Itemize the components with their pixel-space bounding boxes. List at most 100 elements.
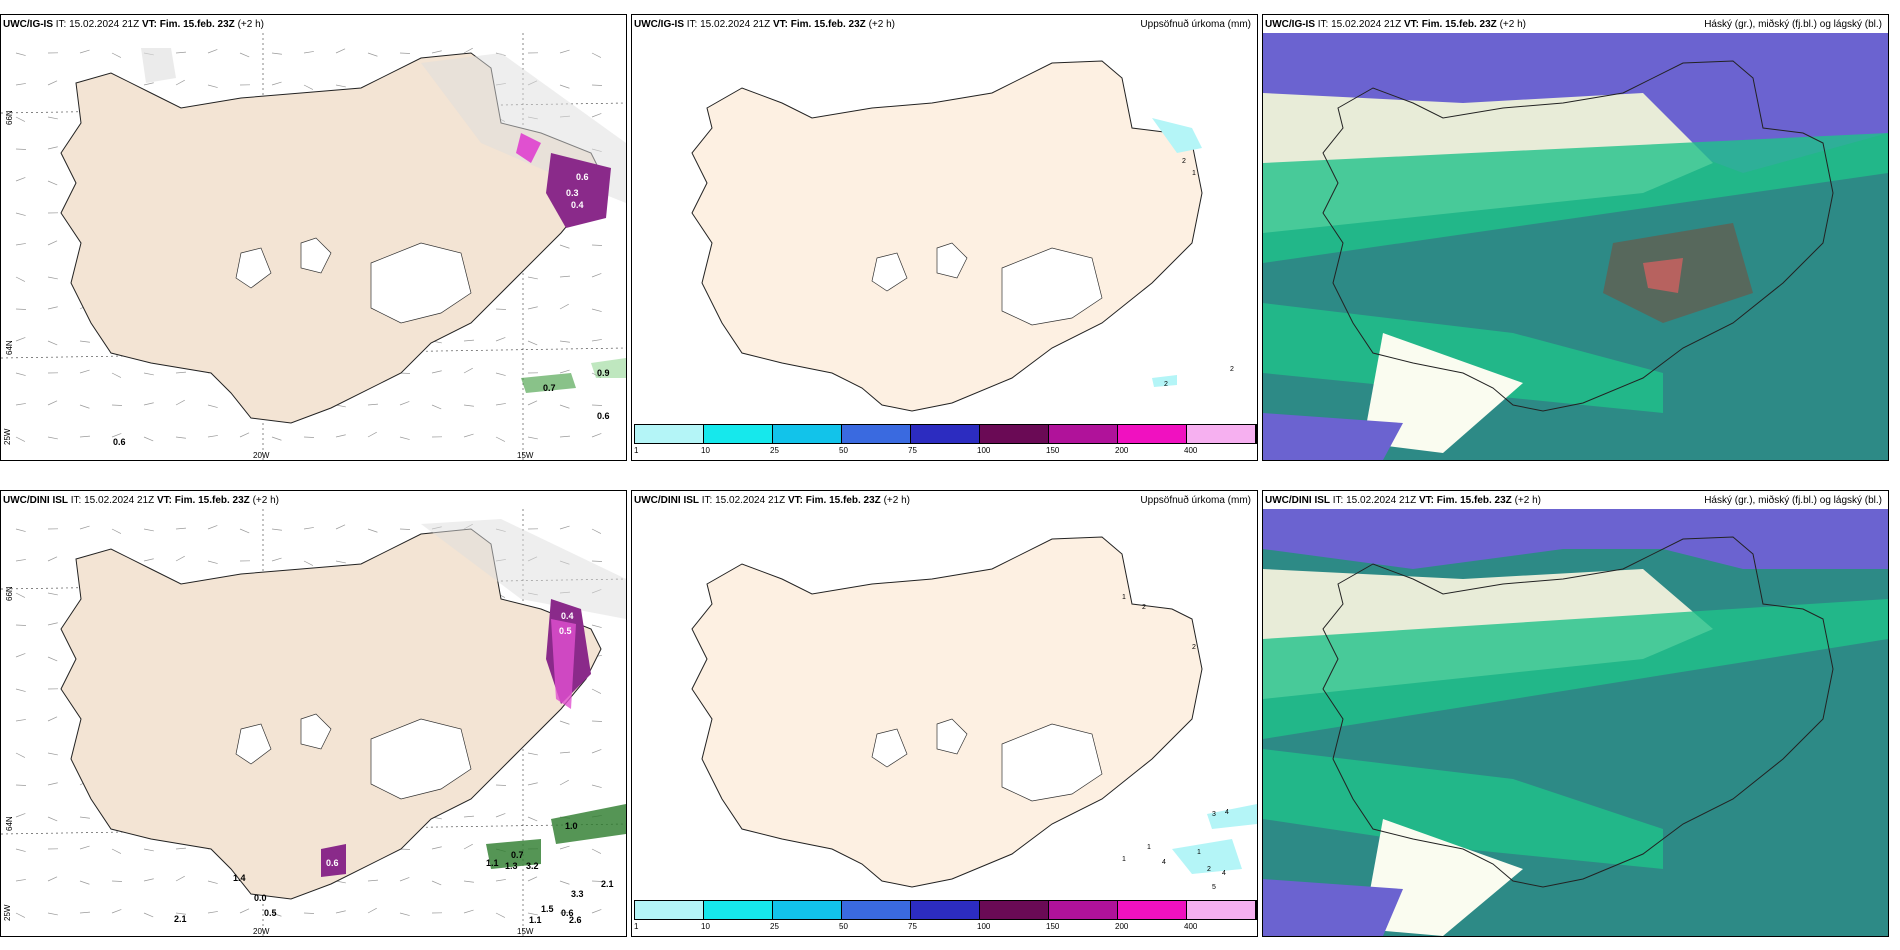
wind-barb <box>15 116 26 122</box>
wind-barb <box>143 878 154 882</box>
svg-text:2.1: 2.1 <box>601 879 614 889</box>
wind-barb <box>559 404 570 409</box>
wind-barb <box>527 306 538 310</box>
wind-barb <box>431 846 442 850</box>
wind-barb <box>15 83 26 86</box>
wind-barb <box>591 273 602 278</box>
wind-barb <box>559 779 569 786</box>
wind-barb <box>175 875 185 882</box>
panel-header: UWC/DINI ISL IT: 15.02.2024 21Z VT: Fim.… <box>634 495 910 506</box>
wind-barb <box>15 784 27 786</box>
wind-barb <box>175 847 186 850</box>
wind-barb <box>559 751 570 754</box>
svg-text:3.2: 3.2 <box>526 861 539 871</box>
lon-label-20w: 20W <box>253 927 270 936</box>
lon-label-15w: 15W <box>517 927 534 936</box>
iceland-landmass <box>1322 60 1834 412</box>
colorbar-segment <box>704 425 773 443</box>
panel-header: UWC/IG-IS IT: 15.02.2024 21Z VT: Fim. 15… <box>634 19 895 30</box>
wind-barb <box>111 433 122 438</box>
wind-barb <box>207 435 218 438</box>
svg-text:1: 1 <box>1122 594 1126 601</box>
wind-barb <box>591 560 603 562</box>
wind-barb <box>495 879 506 882</box>
wind-barb <box>399 52 411 54</box>
wind-barb <box>79 845 90 850</box>
wind-barb <box>207 911 218 914</box>
panel-title: Uppsöfnuð úrkoma (mm) <box>1140 495 1251 506</box>
wind-barb <box>591 749 602 754</box>
wind-barb <box>15 372 26 376</box>
wind-barb <box>527 782 538 786</box>
wind-barb <box>399 528 411 530</box>
wind-barb <box>559 720 570 725</box>
wind-barb <box>559 435 570 438</box>
wind-barb <box>559 49 570 54</box>
precip-label: 0.6 <box>576 172 589 182</box>
wind-barb <box>495 337 506 342</box>
precip-label: 0.6 <box>597 411 610 421</box>
wind-barb <box>15 813 26 818</box>
colorbar-segment <box>911 425 980 443</box>
wind-barb <box>175 436 186 439</box>
lon-label-15w: 15W <box>517 451 534 460</box>
iceland-landmass <box>691 60 1203 412</box>
wind-barb <box>591 113 602 118</box>
wind-barb <box>79 525 90 530</box>
wind-barb <box>591 433 602 438</box>
lon-label-20w: 20W <box>253 451 270 460</box>
wind-barb <box>495 784 507 786</box>
wind-barb <box>15 436 26 442</box>
svg-text:1.3: 1.3 <box>505 861 518 871</box>
colorbar-segment <box>980 425 1049 443</box>
wind-barb <box>239 908 250 914</box>
svg-text:1: 1 <box>1197 849 1201 856</box>
svg-text:1.4: 1.4 <box>233 873 246 883</box>
wind-barb <box>79 340 90 343</box>
wind-barb <box>591 848 602 854</box>
precip-value: 2 <box>1230 366 1234 373</box>
wind-barb <box>399 912 410 916</box>
wind-barb <box>111 528 122 534</box>
svg-text:4: 4 <box>1222 870 1226 877</box>
colorbar-segment <box>842 425 911 443</box>
wind-barb <box>15 148 27 150</box>
colorbar-segment <box>1118 425 1187 443</box>
wind-barb <box>111 52 122 58</box>
wind-barb <box>303 560 314 566</box>
svg-text:1.5: 1.5 <box>541 904 554 914</box>
wind-barb <box>143 528 154 532</box>
wind-barb <box>79 911 90 914</box>
lat-label-64n: 64N <box>5 816 14 831</box>
wind-barb <box>15 848 26 852</box>
wind-barb <box>591 688 602 694</box>
wind-barb <box>463 404 474 407</box>
wind-barb <box>335 524 346 530</box>
wind-barb <box>207 560 218 564</box>
wind-barb <box>47 782 58 786</box>
iceland-landmass <box>60 52 602 424</box>
wind-barb <box>47 716 58 722</box>
wind-barb <box>175 527 186 530</box>
wind-barb <box>399 436 410 440</box>
precip-value: 2 <box>1164 381 1168 388</box>
svg-text:0.4: 0.4 <box>561 611 574 621</box>
wind-barb <box>335 880 346 884</box>
precip-value: 1 <box>1192 170 1196 177</box>
wind-barb <box>143 402 154 406</box>
wind-barb <box>399 372 411 374</box>
wind-barb <box>367 528 378 533</box>
wind-barb <box>15 52 26 56</box>
panel-header: UWC/IG-IS IT: 15.02.2024 21Z VT: Fim. 15… <box>3 19 264 30</box>
precip-map: 1 2 2 3 4 1 1 4 1 2 4 5 2 4 <box>691 536 1257 915</box>
colorbar-segment <box>635 425 704 443</box>
wind-barb <box>495 403 506 406</box>
wind-barb <box>15 879 26 882</box>
svg-text:2.6: 2.6 <box>569 915 582 925</box>
wind-map: 0.6 0.3 0.4 0.9 0.7 0.6 0.6 <box>1 33 626 460</box>
wind-barb <box>207 404 218 408</box>
colorbar-segment <box>911 901 980 919</box>
wind-barb <box>431 370 442 374</box>
wind-barb <box>559 845 570 850</box>
wind-barb <box>431 404 442 410</box>
